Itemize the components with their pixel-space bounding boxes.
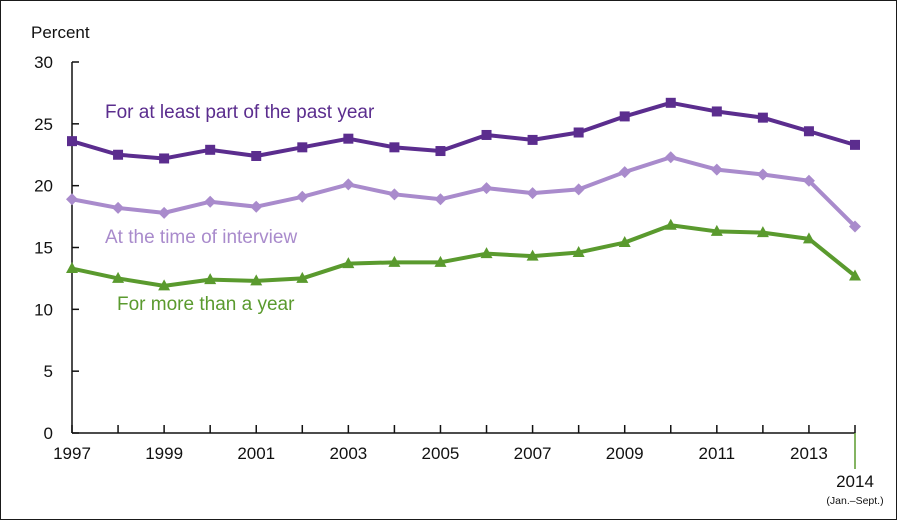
point-0-2012	[757, 112, 768, 123]
series-1	[66, 151, 861, 233]
point-0-2002	[297, 142, 308, 153]
point-0-1998	[113, 149, 124, 160]
point-1-2003	[342, 178, 355, 191]
point-1-2010	[664, 151, 677, 164]
point-1-2014	[849, 220, 861, 233]
point-0-2004	[389, 142, 400, 153]
point-0-2013	[803, 126, 814, 137]
point-1-2005	[434, 193, 447, 206]
point-1-2002	[296, 190, 309, 203]
x-tick-label-2009: 2009	[606, 444, 644, 463]
x-tick-label-2001: 2001	[237, 444, 275, 463]
x-ticks: 1997 1999 2001 2003 2005 2007 2009 2011 2013 2014…	[53, 425, 884, 507]
point-2-2001	[250, 274, 263, 286]
y-tick-label-15: 15	[34, 239, 53, 258]
y-tick-label-10: 10	[34, 300, 53, 319]
point-2-1997	[66, 262, 78, 274]
x-tick-note-2014: (Jan.–Sept.)	[826, 495, 883, 507]
point-2-1999	[158, 279, 171, 291]
y-tick-label-30: 30	[34, 53, 53, 72]
point-1-2013	[802, 174, 815, 187]
point-0-2006	[481, 129, 492, 140]
point-0-2003	[343, 133, 354, 144]
x-tick-label-2005: 2005	[422, 444, 460, 463]
point-1-2006	[480, 182, 493, 195]
x-tick-label-1997: 1997	[53, 444, 91, 463]
point-0-2007	[527, 134, 538, 145]
point-2-1998	[112, 271, 125, 283]
point-2-2011	[710, 224, 723, 236]
series-0	[67, 97, 860, 164]
y-tick-label-5: 5	[44, 362, 53, 381]
x-tick-label-2011: 2011	[699, 444, 736, 463]
series-label-more-than-year: For more than a year	[117, 294, 295, 315]
point-1-2012	[756, 168, 769, 181]
point-0-2001	[251, 150, 262, 161]
point-1-2007	[526, 187, 539, 200]
point-2-2002	[296, 271, 309, 283]
point-1-2004	[388, 188, 401, 201]
x-tick-label-2013: 2013	[790, 444, 828, 463]
y-axis-label: Percent	[31, 23, 90, 42]
series-label-past-year: For at least part of the past year	[105, 102, 375, 123]
x-tick-label-1999: 1999	[145, 444, 183, 463]
point-0-1999	[159, 153, 170, 164]
point-1-1997	[66, 193, 78, 206]
y-tick-label-25: 25	[34, 115, 53, 134]
x-tick-label-2003: 2003	[329, 444, 367, 463]
point-0-2014	[850, 139, 860, 150]
point-2-2003	[342, 257, 355, 269]
point-1-2001	[250, 200, 263, 213]
point-0-2005	[435, 146, 446, 157]
point-2-2014	[849, 269, 861, 281]
series-2	[66, 218, 861, 291]
point-2-2010	[664, 218, 677, 230]
series-label-interview: At the time of interview	[105, 227, 297, 248]
point-2-2013	[802, 232, 815, 244]
point-1-2011	[710, 163, 723, 176]
point-0-1997	[67, 136, 77, 147]
point-0-2010	[665, 97, 676, 108]
series-line-1	[71, 155, 857, 228]
point-1-2008	[572, 183, 585, 196]
point-1-1999	[158, 206, 171, 219]
point-0-2011	[711, 106, 722, 117]
point-2-2008	[572, 245, 585, 257]
series-labels: For at least part of the past year At th…	[105, 102, 375, 315]
point-2-2006	[480, 247, 493, 259]
point-0-2008	[573, 127, 584, 138]
point-0-2009	[619, 111, 630, 122]
point-2-2012	[756, 226, 769, 238]
point-2-2009	[618, 236, 631, 248]
series-line-2	[71, 223, 857, 288]
y-tick-label-0: 0	[44, 424, 53, 443]
point-2-2007	[526, 249, 539, 261]
point-2-2005	[434, 255, 447, 267]
x-tick-label-2007: 2007	[514, 444, 552, 463]
series-layer	[66, 97, 861, 291]
point-0-2000	[205, 144, 216, 155]
point-1-1998	[112, 201, 125, 214]
point-1-2000	[204, 195, 217, 208]
x-tick-label-2014: 2014	[836, 472, 874, 491]
y-ticks: 0 5 10 15 20 25 30	[34, 53, 79, 443]
y-tick-label-20: 20	[34, 177, 53, 196]
point-2-2004	[388, 255, 401, 267]
series-line-0	[71, 100, 856, 161]
point-1-2009	[618, 166, 631, 179]
point-2-2000	[204, 273, 217, 285]
